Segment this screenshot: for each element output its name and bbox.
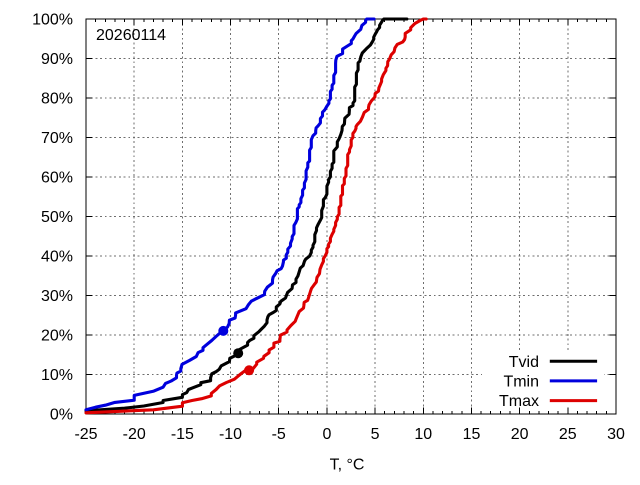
svg-text:25: 25 — [559, 426, 577, 443]
svg-text:5: 5 — [371, 426, 380, 443]
svg-text:0: 0 — [322, 426, 331, 443]
svg-text:-25: -25 — [74, 426, 97, 443]
svg-text:70%: 70% — [41, 130, 73, 147]
svg-text:-10: -10 — [219, 426, 242, 443]
svg-text:30%: 30% — [41, 288, 73, 305]
svg-text:40%: 40% — [41, 249, 73, 266]
svg-text:T, °C: T, °C — [330, 457, 365, 474]
svg-text:80%: 80% — [41, 91, 73, 108]
svg-text:15: 15 — [463, 426, 481, 443]
svg-text:30: 30 — [607, 426, 625, 443]
svg-text:90%: 90% — [41, 51, 73, 68]
svg-text:20: 20 — [511, 426, 529, 443]
svg-text:50%: 50% — [41, 209, 73, 226]
svg-text:60%: 60% — [41, 170, 73, 187]
svg-text:Tvid: Tvid — [509, 354, 539, 371]
svg-text:20260114: 20260114 — [96, 27, 166, 44]
svg-text:100%: 100% — [32, 12, 73, 29]
svg-text:10%: 10% — [41, 367, 73, 384]
svg-text:20%: 20% — [41, 328, 73, 345]
svg-text:0%: 0% — [50, 407, 73, 424]
svg-text:Tmin: Tmin — [503, 373, 539, 390]
svg-text:-15: -15 — [171, 426, 194, 443]
svg-text:-5: -5 — [272, 426, 286, 443]
svg-text:10: 10 — [414, 426, 432, 443]
svg-text:Tmax: Tmax — [499, 393, 539, 410]
svg-text:-20: -20 — [123, 426, 146, 443]
